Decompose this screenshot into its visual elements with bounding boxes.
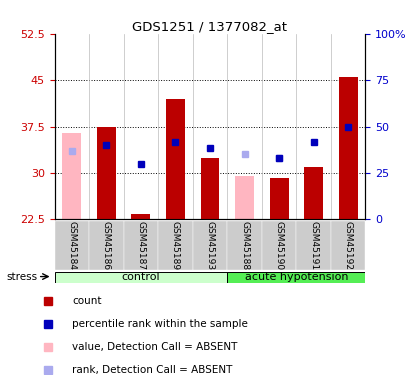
Bar	[89, 221, 123, 270]
Text: GSM45184: GSM45184	[67, 221, 76, 270]
Bar	[166, 99, 185, 219]
Text: GSM45188: GSM45188	[240, 221, 249, 270]
Bar	[55, 221, 89, 270]
Bar	[339, 77, 357, 219]
Bar	[227, 221, 262, 270]
Bar	[131, 214, 150, 219]
Text: control: control	[122, 273, 160, 282]
Text: GSM45189: GSM45189	[171, 221, 180, 270]
Text: GSM45190: GSM45190	[275, 221, 284, 270]
Text: stress: stress	[6, 273, 37, 282]
Bar	[193, 221, 227, 270]
Bar	[97, 127, 116, 219]
Text: percentile rank within the sample: percentile rank within the sample	[72, 319, 248, 329]
Bar	[270, 178, 289, 219]
Bar	[262, 221, 297, 270]
Bar	[55, 272, 227, 283]
Bar	[331, 221, 365, 270]
Bar	[123, 221, 158, 270]
Text: rank, Detection Call = ABSENT: rank, Detection Call = ABSENT	[72, 365, 233, 375]
Bar	[158, 221, 193, 270]
Text: acute hypotension: acute hypotension	[244, 273, 348, 282]
Text: GSM45192: GSM45192	[344, 221, 353, 270]
Text: GSM45191: GSM45191	[309, 221, 318, 270]
Title: GDS1251 / 1377082_at: GDS1251 / 1377082_at	[132, 20, 288, 33]
Bar	[227, 272, 365, 283]
Text: GSM45186: GSM45186	[102, 221, 111, 270]
Bar	[297, 221, 331, 270]
Text: GSM45187: GSM45187	[136, 221, 145, 270]
Bar	[270, 178, 289, 219]
Text: value, Detection Call = ABSENT: value, Detection Call = ABSENT	[72, 342, 238, 352]
Bar	[304, 167, 323, 219]
Text: GSM45193: GSM45193	[205, 221, 215, 270]
Text: count: count	[72, 296, 102, 306]
Bar	[235, 176, 254, 219]
Bar	[63, 133, 81, 219]
Bar	[200, 158, 220, 219]
